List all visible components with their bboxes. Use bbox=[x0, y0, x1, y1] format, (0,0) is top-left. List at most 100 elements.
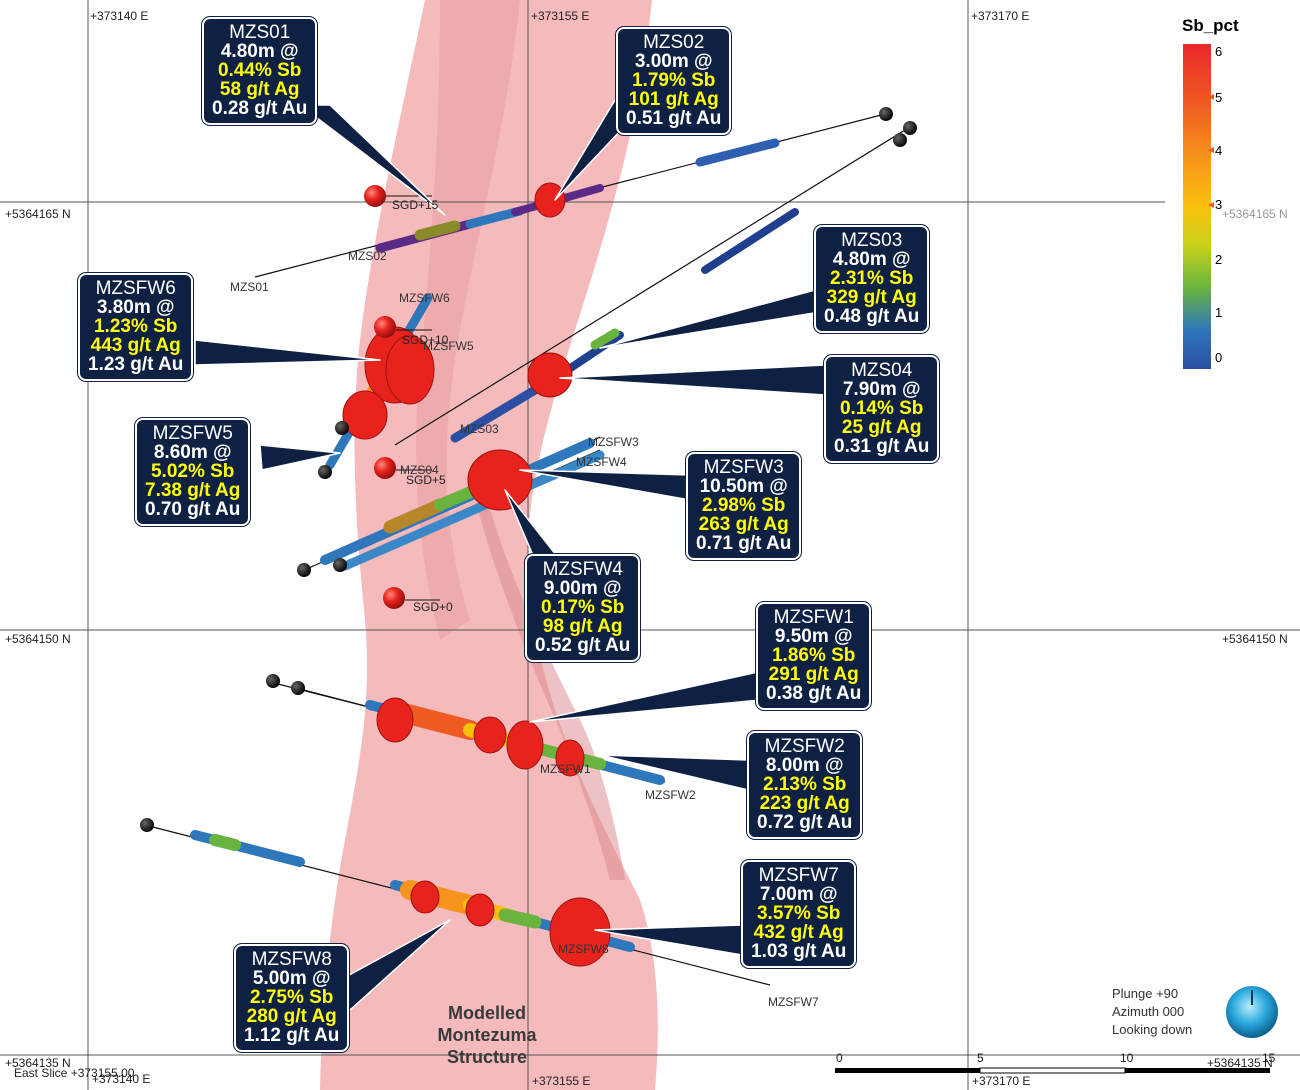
assay-callout-mzs01: MZS01 4.80m @ 0.44% Sb 58 g/t Ag 0.28 g/… bbox=[202, 17, 318, 125]
callout-interval: 3.80m @ bbox=[96, 297, 175, 318]
easting-label-top: +373170 E bbox=[971, 9, 1030, 23]
drillhole-label: MZS01 bbox=[230, 280, 269, 294]
drillhole-label: MZS04 bbox=[400, 463, 439, 477]
callout-hole-name: MZS04 bbox=[851, 360, 913, 381]
callout-hole-name: MZSFW1 bbox=[773, 607, 854, 628]
legend-tick: 2 bbox=[1215, 252, 1223, 267]
modelled-structure bbox=[320, 0, 658, 1090]
callout-interval: 10.50m @ bbox=[699, 476, 788, 497]
assay-callout-mzs02: MZS02 3.00m @ 1.79% Sb 101 g/t Ag 0.51 g… bbox=[616, 27, 732, 135]
callout-au-grade: 1.12 g/t Au bbox=[244, 1025, 340, 1046]
sgd-label: SGD+5 bbox=[406, 473, 446, 487]
northing-label-right: +5364165 N bbox=[1222, 207, 1288, 221]
legend-tick: 0 bbox=[1215, 350, 1223, 365]
callout-interval: 3.00m @ bbox=[634, 51, 713, 72]
legend-markers bbox=[1208, 94, 1214, 208]
callout-sb-grade: 5.02% Sb bbox=[150, 461, 235, 482]
callout-sb-grade: 1.79% Sb bbox=[631, 70, 716, 91]
callout-ag-grade: 7.38 g/t Ag bbox=[145, 480, 241, 501]
sgd-spheres bbox=[364, 185, 405, 609]
callout-sb-grade: 3.57% Sb bbox=[756, 903, 841, 924]
callout-hole-name: MZSFW2 bbox=[764, 736, 845, 757]
easting-label-top: +373155 E bbox=[531, 9, 590, 23]
northing-label-left: +5364165 N bbox=[5, 207, 71, 221]
callout-interval: 4.80m @ bbox=[220, 41, 299, 62]
assay-callout-mzsfw1: MZSFW1 9.50m @ 1.86% Sb 291 g/t Ag 0.38 … bbox=[756, 602, 872, 710]
callout-ag-grade: 291 g/t Ag bbox=[768, 664, 859, 685]
sgd-label: SGD+10 bbox=[402, 333, 449, 347]
callout-interval: 5.00m @ bbox=[252, 968, 331, 989]
callout-hole-name: MZSFW6 bbox=[95, 278, 176, 299]
structure-label-line: Structure bbox=[446, 1047, 527, 1067]
assay-callout-mzs03: MZS03 4.80m @ 2.31% Sb 329 g/t Ag 0.48 g… bbox=[814, 225, 930, 333]
callout-ag-grade: 443 g/t Ag bbox=[90, 335, 181, 356]
assay-callout-mzsfw8: MZSFW8 5.00m @ 2.75% Sb 280 g/t Ag 1.12 … bbox=[234, 944, 350, 1052]
assay-callout-mzsfw6: MZSFW6 3.80m @ 1.23% Sb 443 g/t Ag 1.23 … bbox=[78, 273, 194, 381]
callout-ag-grade: 101 g/t Ag bbox=[628, 89, 719, 110]
drillhole-label: MZSFW2 bbox=[645, 788, 696, 802]
structure-label: Modelled Montezuma Structure bbox=[412, 1002, 562, 1068]
callout-ag-grade: 280 g/t Ag bbox=[246, 1006, 337, 1027]
callout-interval: 8.00m @ bbox=[765, 755, 844, 776]
azimuth-text: Azimuth 000 bbox=[1112, 1004, 1185, 1019]
sgd-label: SGD+15 bbox=[392, 198, 439, 212]
northing-label-right: +5364135 N bbox=[1207, 1056, 1273, 1070]
callout-au-grade: 0.28 g/t Au bbox=[212, 98, 308, 119]
callout-au-grade: 0.72 g/t Au bbox=[757, 812, 853, 833]
easting-label-top: +373140 E bbox=[90, 9, 149, 23]
callout-au-grade: 1.23 g/t Au bbox=[88, 354, 184, 375]
northing-label-right: +5364150 N bbox=[1222, 632, 1288, 646]
callout-hole-name: MZS03 bbox=[841, 230, 903, 251]
callout-ag-grade: 25 g/t Ag bbox=[841, 417, 922, 438]
structure-label-line: Montezuma bbox=[437, 1025, 537, 1045]
assay-callout-mzsfw4: MZSFW4 9.00m @ 0.17% Sb 98 g/t Ag 0.52 g… bbox=[525, 554, 641, 662]
drillhole-label: MZSFW1 bbox=[540, 762, 591, 776]
view-orientation: Plunge +90 Azimuth 000 Looking down bbox=[1112, 985, 1192, 1039]
callout-ag-grade: 432 g/t Ag bbox=[753, 922, 844, 943]
callout-sb-grade: 0.17% Sb bbox=[540, 597, 625, 618]
callout-interval: 9.50m @ bbox=[774, 626, 853, 647]
legend-tick: 4 bbox=[1215, 143, 1223, 158]
callout-sb-grade: 0.44% Sb bbox=[217, 60, 302, 81]
callout-ag-grade: 329 g/t Ag bbox=[826, 287, 917, 308]
northing-label-left: +5364135 N bbox=[5, 1056, 71, 1070]
callout-au-grade: 0.48 g/t Au bbox=[824, 306, 920, 327]
callout-ag-grade: 58 g/t Ag bbox=[219, 79, 300, 100]
callout-ag-grade: 223 g/t Ag bbox=[759, 793, 850, 814]
callout-interval: 9.00m @ bbox=[543, 578, 622, 599]
legend-colorbar bbox=[1183, 44, 1211, 369]
easting-label-bottom: +373140 E bbox=[92, 1072, 151, 1086]
callout-sb-grade: 1.23% Sb bbox=[93, 316, 178, 337]
drillhole-label: MZSFW6 bbox=[399, 291, 450, 305]
legend-tick: 1 bbox=[1215, 305, 1223, 320]
scale-tick-label: 0 bbox=[836, 1051, 843, 1065]
structure-label-line: Modelled bbox=[447, 1003, 526, 1023]
callout-au-grade: 0.52 g/t Au bbox=[535, 635, 631, 656]
plunge-text: Plunge +90 bbox=[1112, 986, 1179, 1001]
callout-au-grade: 0.51 g/t Au bbox=[626, 108, 722, 129]
callout-sb-grade: 1.86% Sb bbox=[771, 645, 856, 666]
callout-hole-name: MZSFW5 bbox=[152, 423, 233, 444]
legend-tick: 3 bbox=[1215, 197, 1223, 212]
callout-sb-grade: 2.75% Sb bbox=[249, 987, 334, 1008]
callout-interval: 7.90m @ bbox=[842, 379, 921, 400]
drillhole-label: MZS02 bbox=[348, 249, 387, 263]
collar-points bbox=[140, 107, 917, 832]
sgd-label: SGD+0 bbox=[413, 600, 453, 614]
assay-callout-mzsfw3: MZSFW3 10.50m @ 2.98% Sb 263 g/t Ag 0.71… bbox=[686, 452, 802, 560]
callout-sb-grade: 2.31% Sb bbox=[829, 268, 914, 289]
legend-tick: 5 bbox=[1215, 90, 1223, 105]
scale-tick-label: 10 bbox=[1120, 1051, 1134, 1065]
callout-au-grade: 0.70 g/t Au bbox=[145, 499, 241, 520]
easting-label-bottom: +373170 E bbox=[972, 1074, 1031, 1088]
callout-hole-name: MZS01 bbox=[229, 22, 291, 43]
legend-tick: 6 bbox=[1215, 44, 1223, 59]
callout-hole-name: MZSFW8 bbox=[251, 949, 332, 970]
callout-ag-grade: 263 g/t Ag bbox=[698, 514, 789, 535]
drillhole-label: MZS03 bbox=[460, 422, 499, 436]
callout-au-grade: 0.71 g/t Au bbox=[696, 533, 792, 554]
looking-text: Looking down bbox=[1112, 1022, 1193, 1037]
